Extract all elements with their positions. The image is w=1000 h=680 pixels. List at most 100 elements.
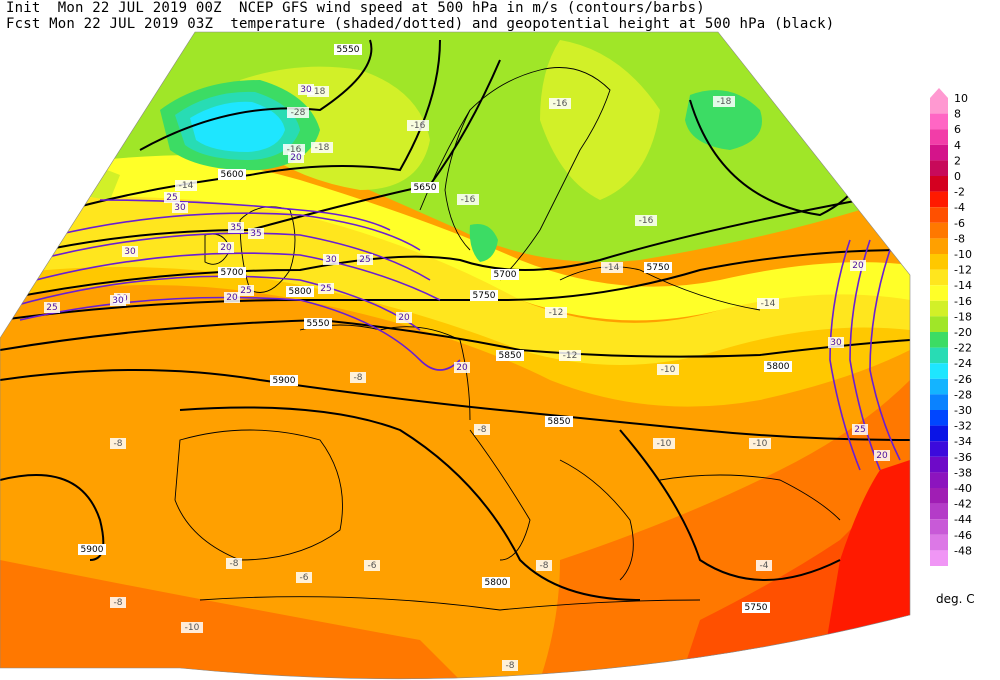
italy-coast bbox=[469, 429, 531, 561]
wind-labels: 2030253035353025253025202030252025302020… bbox=[44, 84, 890, 461]
wind-label-bg bbox=[224, 292, 240, 303]
colorbar-tick-label: -16 bbox=[954, 295, 972, 308]
height-label: 5900 bbox=[273, 376, 296, 386]
temp-label-bg bbox=[713, 96, 735, 107]
temp-label: -4 bbox=[760, 561, 769, 571]
temp-label: -16 bbox=[639, 216, 654, 226]
height-contour-5900-east bbox=[179, 406, 641, 601]
colorbar-swatch bbox=[930, 488, 948, 504]
temp-label: -28 bbox=[291, 108, 306, 118]
colorbar-swatch bbox=[930, 332, 948, 348]
height-label: 5750 bbox=[647, 263, 670, 273]
wind-contour-east-1 bbox=[829, 239, 861, 471]
wind-label: 20 bbox=[398, 313, 410, 323]
colorbar-tick-label: -44 bbox=[954, 513, 972, 526]
colorbar-swatch bbox=[930, 269, 948, 286]
temp-label-bg bbox=[559, 350, 581, 361]
colorbar-tick-label: -10 bbox=[954, 248, 972, 261]
wind-label: 35 bbox=[230, 223, 241, 233]
height-label-bg bbox=[411, 182, 439, 193]
colorbar-swatch bbox=[930, 160, 948, 176]
colorbar-tick-label: -30 bbox=[954, 404, 972, 417]
height-label-bg bbox=[78, 544, 106, 555]
colorbar-tick-label: -2 bbox=[954, 186, 965, 199]
height-label-bg bbox=[334, 44, 362, 55]
wind-label: 30 bbox=[830, 338, 842, 348]
wind-label-bg bbox=[396, 312, 412, 323]
temp-label-bg bbox=[110, 597, 126, 608]
wind-label-bg bbox=[248, 228, 264, 239]
temp-label-bg bbox=[283, 144, 305, 155]
wind-label: 30 bbox=[112, 296, 124, 306]
temp-label: -12 bbox=[549, 308, 564, 318]
temp-label-bg bbox=[364, 560, 380, 571]
temp-label-bg bbox=[307, 86, 329, 97]
wind-label-bg bbox=[122, 246, 138, 257]
colorbar-swatch bbox=[930, 472, 948, 488]
temp-label: -8 bbox=[354, 373, 363, 383]
temp-label-bg bbox=[457, 194, 479, 205]
wind-label: 20 bbox=[456, 363, 468, 373]
colorbar-tick-label: -14 bbox=[954, 279, 972, 292]
wind-label-bg bbox=[44, 302, 60, 313]
colorbar-swatch bbox=[930, 425, 948, 442]
temp-label: -10 bbox=[661, 365, 676, 375]
colorbar-swatch bbox=[930, 441, 948, 457]
height-contour-5850 bbox=[0, 369, 910, 441]
temp-label: -8 bbox=[114, 439, 123, 449]
temp-label: -6 bbox=[300, 573, 309, 583]
colorbar-tick-label: -8 bbox=[954, 232, 965, 245]
colorbar-swatch bbox=[930, 347, 948, 364]
colorbar-tick-label: -18 bbox=[954, 310, 972, 323]
height-label: 5850 bbox=[548, 417, 571, 427]
temp-label-bg bbox=[350, 372, 366, 383]
temp-label-bg bbox=[311, 142, 333, 153]
height-label: 5800 bbox=[767, 362, 790, 372]
temp-band-minus20-baltic bbox=[469, 224, 498, 262]
height-label-bg bbox=[270, 375, 298, 386]
colorbar-tick-label: -36 bbox=[954, 451, 972, 464]
temp-band-minus14 bbox=[0, 148, 910, 321]
colorbar-tick-label: 0 bbox=[954, 170, 961, 183]
wind-label: 25 bbox=[320, 284, 331, 294]
temp-label: -16 bbox=[287, 145, 302, 155]
colorbar-swatch bbox=[930, 98, 948, 114]
temp-label: -10 bbox=[185, 623, 200, 633]
temp-band-minus16-west bbox=[0, 157, 120, 200]
height-contour-5600 bbox=[0, 39, 441, 231]
height-label-bg bbox=[491, 269, 519, 280]
colorbar-swatch bbox=[930, 363, 948, 379]
wind-label-bg bbox=[874, 450, 890, 461]
colorbar-tick-label: -28 bbox=[954, 388, 972, 401]
temp-label-bg bbox=[181, 622, 203, 633]
wind-contour-east-2 bbox=[849, 239, 881, 471]
colorbar-tick-label: -46 bbox=[954, 529, 972, 542]
wind-label: 25 bbox=[359, 255, 370, 265]
balkan-coast bbox=[559, 459, 634, 581]
height-label-bg bbox=[304, 318, 332, 329]
height-label: 5700 bbox=[221, 268, 244, 278]
coastlines bbox=[174, 67, 841, 611]
temp-label-bg bbox=[549, 98, 571, 109]
colorbar-tick-label: 4 bbox=[954, 139, 961, 152]
wind-label: 25 bbox=[46, 303, 57, 313]
black-sea-coast bbox=[659, 474, 841, 521]
temp-label: -8 bbox=[230, 559, 239, 569]
colorbar-swatch bbox=[930, 410, 948, 426]
temp-label-bg bbox=[287, 107, 309, 118]
wind-contour-6 bbox=[99, 199, 391, 231]
wind-label-bg bbox=[323, 254, 339, 265]
colorbar-tick-label: -32 bbox=[954, 420, 972, 433]
colorbar-swatch bbox=[930, 222, 948, 239]
map-frame bbox=[0, 31, 911, 680]
temp-label: -8 bbox=[478, 425, 487, 435]
wind-label-bg bbox=[110, 295, 126, 306]
temp-band-minus6-sw bbox=[0, 560, 460, 679]
height-label: 5850 bbox=[499, 351, 522, 361]
temp-label-bg bbox=[653, 438, 675, 449]
colorbar-tick-label: 6 bbox=[954, 123, 961, 136]
colorbar-swatch bbox=[930, 300, 948, 317]
colorbar-swatch bbox=[930, 285, 948, 301]
colorbar-swatch bbox=[930, 191, 948, 208]
height-label: 5800 bbox=[485, 578, 508, 588]
